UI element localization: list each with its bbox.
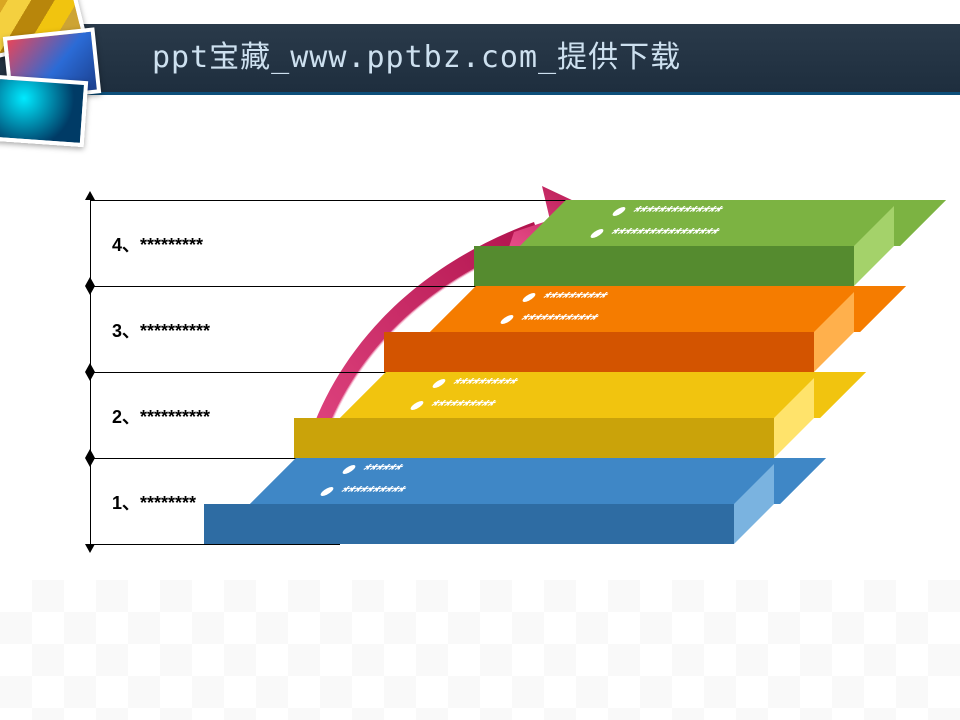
step-1: **************** xyxy=(250,458,820,544)
header-bar: ppt宝藏_www.pptbz.com_提供下载 xyxy=(0,24,960,92)
bullet-item: ********** xyxy=(311,482,413,504)
measure-bracket xyxy=(90,458,91,544)
bullet-item: ***************** xyxy=(581,224,726,246)
bullet-item: ********** xyxy=(401,396,503,418)
staircase-diagram: 4、********* 3、********** 2、********** 1、***… xyxy=(60,200,900,640)
header-accent xyxy=(0,92,960,95)
step-bullets-4: ******************************* xyxy=(581,202,748,245)
bullet-item: ********** xyxy=(422,374,524,396)
step-bullets-1: **************** xyxy=(311,460,434,503)
guide-line xyxy=(90,200,590,201)
bullet-item: ************ xyxy=(491,310,605,332)
step-label-4: 4、********* xyxy=(112,231,203,257)
step-bullets-2: ******************** xyxy=(401,374,524,417)
step-3: ********************** xyxy=(430,286,900,372)
guide-line xyxy=(90,544,340,545)
page-title: ppt宝藏_www.pptbz.com_提供下载 xyxy=(0,24,960,92)
step-label-2: 2、********** xyxy=(112,403,210,429)
step-bullets-3: ********************** xyxy=(491,288,627,331)
step-label-1: 1、******** xyxy=(112,489,196,515)
bullet-item: ************** xyxy=(602,202,747,224)
step-2: ******************** xyxy=(340,372,860,458)
bullet-item: ****** xyxy=(332,460,434,482)
step-label-3: 3、********** xyxy=(112,317,210,343)
corner-decor xyxy=(0,0,142,138)
step-4: ******************************* xyxy=(520,200,940,286)
measure-bracket xyxy=(90,372,91,458)
measure-bracket xyxy=(90,200,91,286)
corner-photo-globe xyxy=(0,75,88,147)
measure-bracket xyxy=(90,286,91,372)
bullet-item: ********** xyxy=(512,288,626,310)
